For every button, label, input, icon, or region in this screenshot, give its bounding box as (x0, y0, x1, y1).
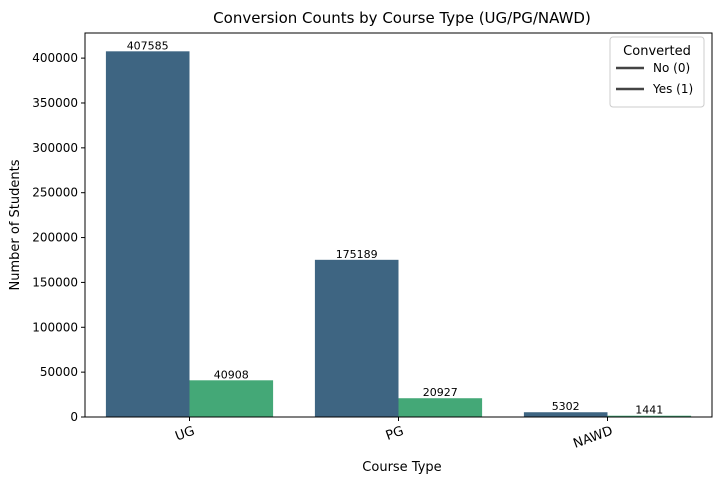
x-tick-label-pg: PG (384, 424, 406, 444)
bar-value-label: 175189 (336, 248, 378, 261)
y-tick-label: 200000 (32, 231, 78, 245)
y-tick-label: 0 (70, 410, 78, 424)
y-tick-label: 50000 (40, 365, 78, 379)
y-axis-label: Number of Students (8, 159, 23, 290)
bar-ug-no (105, 51, 190, 418)
legend-label-yes: Yes (1) (652, 82, 693, 96)
legend-entries: No (0) Yes (1) (616, 61, 693, 96)
bars-group (105, 51, 692, 418)
x-ticks-group: UG PG NAWD (173, 417, 615, 452)
chart-title: Conversion Counts by Course Type (UG/PG/… (213, 9, 591, 27)
legend: Converted No (0) Yes (1) (609, 36, 705, 108)
y-tick-label: 300000 (32, 141, 78, 155)
x-axis-label: Course Type (362, 460, 441, 475)
legend-title: Converted (623, 44, 691, 59)
bar-labels-group: 407585 175189 5302 40908 20927 1441 (127, 39, 664, 416)
y-tick-label: 100000 (32, 320, 78, 334)
bar-ug-yes (189, 380, 274, 417)
y-ticks-group: 0 50000 100000 150000 200000 250000 300000 3500… (32, 51, 85, 424)
y-tick-label: 250000 (32, 186, 78, 200)
bar-value-label: 5302 (552, 400, 580, 413)
bar-pg-yes (398, 398, 483, 417)
x-tick-label-ug: UG (173, 424, 197, 445)
bar-pg-no (314, 259, 399, 417)
y-tick-label: 150000 (32, 275, 78, 289)
y-tick-label: 350000 (32, 96, 78, 110)
y-tick-label: 400000 (32, 51, 78, 65)
legend-label-no: No (0) (653, 61, 690, 75)
bar-nawd-yes (607, 415, 692, 417)
bar-value-label: 407585 (127, 39, 169, 52)
bar-nawd-no (523, 412, 608, 417)
bar-value-label: 1441 (635, 404, 663, 417)
x-tick-label-nawd: NAWD (571, 424, 614, 452)
bar-value-label: 20927 (423, 386, 458, 399)
bar-value-label: 40908 (214, 368, 249, 381)
